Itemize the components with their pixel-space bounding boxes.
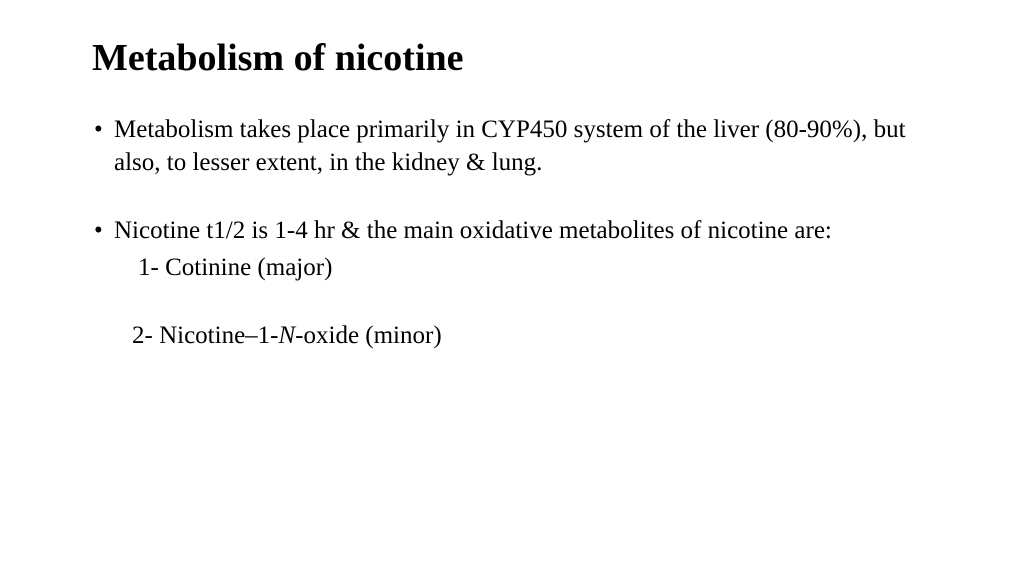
bullet-list: Metabolism takes place primarily in CYP4… bbox=[92, 114, 932, 353]
bullet-item-1: Metabolism takes place primarily in CYP4… bbox=[92, 114, 932, 179]
slide: Metabolism of nicotine Metabolism takes … bbox=[0, 0, 1024, 576]
bullet-2-text: Nicotine t1/2 is 1-4 hr & the main oxida… bbox=[114, 217, 832, 244]
sub2-pre: 2- Nicotine–1- bbox=[132, 322, 278, 349]
sub-item-1: 1- Cotinine (major) bbox=[114, 252, 932, 285]
bullet-item-2: Nicotine t1/2 is 1-4 hr & the main oxida… bbox=[92, 215, 932, 353]
slide-title: Metabolism of nicotine bbox=[92, 36, 932, 80]
sub2-italic: N bbox=[278, 322, 295, 349]
sub-item-2: 2- Nicotine–1-N-oxide (minor) bbox=[114, 320, 932, 353]
sub2-post: -oxide (minor) bbox=[295, 322, 441, 349]
